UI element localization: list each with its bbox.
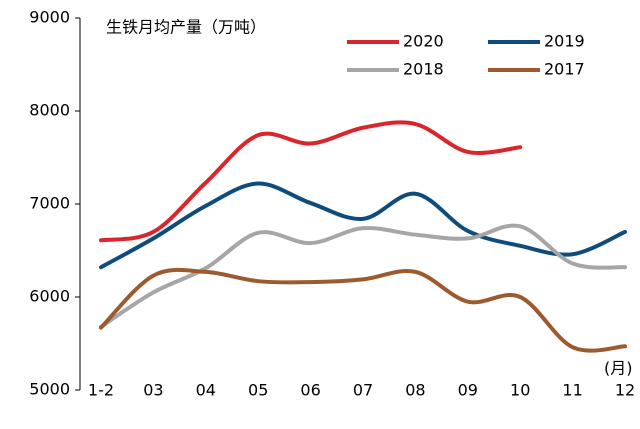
y-tick-label: 8000 [29,101,70,120]
x-tick-label: 04 [196,381,216,400]
x-tick-label: 10 [510,381,530,400]
chart-title: 生铁月均产量（万吨） [106,18,266,37]
y-tick-label: 9000 [29,8,70,27]
x-tick-label: 08 [405,381,425,400]
x-tick-label: 12 [615,381,635,400]
x-unit: (月) [604,359,633,378]
x-tick-label: 1-2 [88,381,114,400]
line-series [99,181,627,270]
x-tick-label: 06 [300,381,320,400]
legend-label: 2020 [403,32,444,51]
x-tick-label: 11 [562,381,582,400]
x-tick-label: 09 [458,381,478,400]
line-series [99,120,523,243]
legend-label: 2018 [403,60,444,79]
y-tick-label: 5000 [29,380,70,399]
y-tick-label: 6000 [29,287,70,306]
x-tick-label: 07 [353,381,373,400]
x-tick-label: 03 [143,381,163,400]
x-tick-label: 05 [248,381,268,400]
line-series [99,267,627,353]
legend-label: 2017 [544,60,585,79]
line-series [99,223,627,329]
legend-label: 2019 [544,32,585,51]
y-tick-label: 7000 [29,194,70,213]
